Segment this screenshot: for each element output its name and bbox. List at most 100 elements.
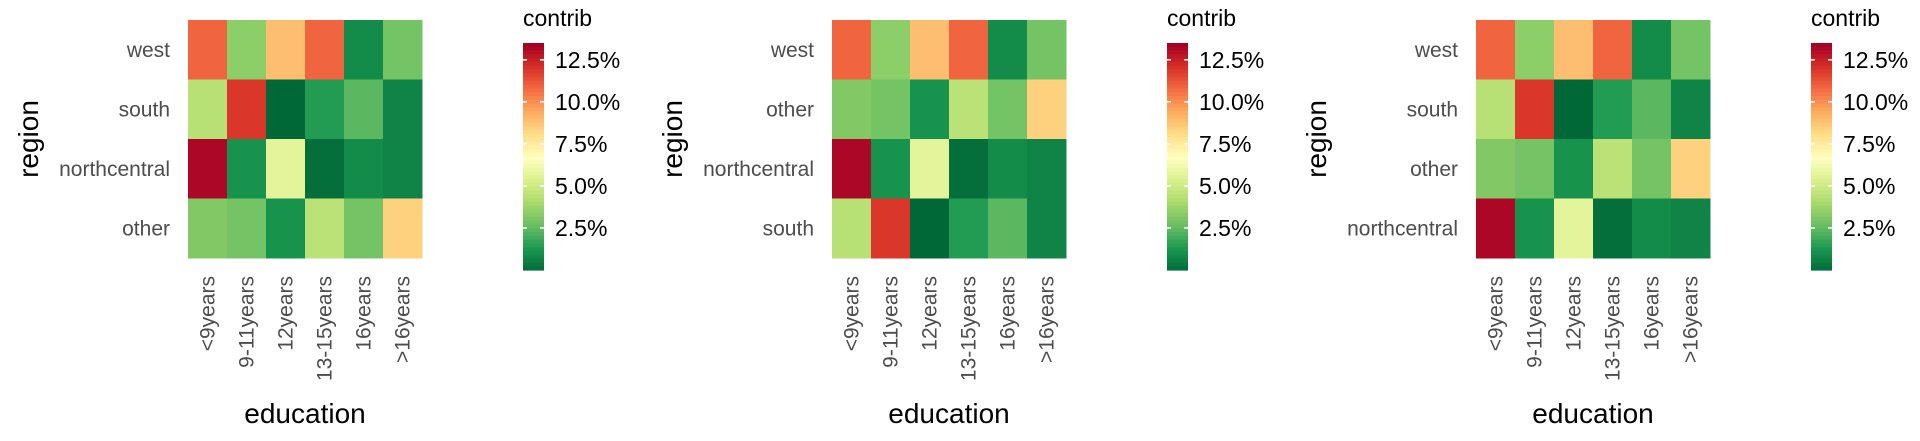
heatmap-cell xyxy=(1671,139,1711,199)
legend-colorbar-segment xyxy=(1811,84,1832,89)
legend-colorbar-segment xyxy=(523,126,544,131)
legend-colorbar-segment xyxy=(1167,160,1188,165)
heatmap-cell xyxy=(305,20,345,80)
legend-colorbar-segment xyxy=(1811,126,1832,131)
heatmap-cell xyxy=(1515,79,1555,140)
heatmap-cell xyxy=(305,198,345,259)
legend-colorbar-segment xyxy=(1167,220,1188,226)
legend-colorbar-segment xyxy=(1811,80,1832,86)
x-tick-label: 9-11years xyxy=(1524,276,1547,368)
heatmap-cell xyxy=(1632,79,1672,140)
legend-colorbar-segment xyxy=(1811,46,1832,52)
legend-colorbar-segment xyxy=(1167,114,1188,120)
legend-colorbar-segment xyxy=(1167,107,1188,112)
legend-colorbar-segment xyxy=(1811,235,1832,241)
heatmap-cell xyxy=(1632,20,1672,80)
x-tick-label: <9years xyxy=(197,276,220,351)
legend-colorbar-segment xyxy=(1167,95,1188,101)
legend-colorbar-segment xyxy=(523,114,544,120)
legend-colorbar-segment xyxy=(523,209,544,214)
legend-colorbar-segment xyxy=(523,103,544,108)
x-tick-label: 13-15years xyxy=(314,276,337,381)
legend-colorbar-segment xyxy=(1811,118,1832,124)
heatmap-cell xyxy=(1476,79,1516,140)
legend-colorbar-segment xyxy=(1811,190,1832,195)
legend-tick-label: 12.5% xyxy=(1843,47,1908,73)
y-tick-label: west xyxy=(1414,39,1458,62)
heatmap-cell xyxy=(1554,198,1594,259)
legend-colorbar-segment xyxy=(1811,220,1832,226)
x-tick-label: 9-11years xyxy=(236,276,259,368)
heatmap-cell xyxy=(266,198,306,259)
heatmap-cell xyxy=(188,20,228,80)
legend-colorbar-segment xyxy=(1811,175,1832,180)
heatmap-cell xyxy=(344,20,384,80)
legend-colorbar-segment xyxy=(1167,243,1188,248)
y-tick-label: northcentral xyxy=(703,158,814,181)
heatmap-cell xyxy=(188,139,228,199)
y-tick-label: other xyxy=(1410,158,1458,181)
heatmap-cell xyxy=(949,139,989,199)
legend-colorbar-segment xyxy=(1167,137,1188,142)
legend-colorbar-segment xyxy=(1167,69,1188,74)
heatmap-cell xyxy=(227,198,267,259)
heatmap-cell xyxy=(383,79,423,140)
legend-colorbar-segment xyxy=(1167,148,1188,154)
legend-colorbar-segment xyxy=(523,88,544,93)
legend-colorbar-segment xyxy=(523,179,544,184)
heatmap-cell xyxy=(266,139,306,199)
legend-colorbar-segment xyxy=(1811,58,1832,63)
legend-colorbar-segment xyxy=(1167,80,1188,86)
heatmap-cell xyxy=(832,139,872,199)
legend-colorbar-segment xyxy=(1811,130,1832,135)
legend-colorbar-segment xyxy=(523,43,544,48)
legend-title: contrib xyxy=(523,5,592,31)
legend-colorbar-segment xyxy=(1167,43,1188,48)
heatmap-cell xyxy=(988,79,1028,140)
x-tick-label: 12years xyxy=(1563,276,1586,351)
heatmap-cell xyxy=(1671,198,1711,259)
legend-colorbar-segment xyxy=(523,217,544,222)
legend-colorbar-segment xyxy=(1811,65,1832,71)
legend-colorbar-segment xyxy=(1811,179,1832,184)
legend-colorbar-segment xyxy=(523,137,544,142)
x-tick-label: <9years xyxy=(841,276,864,351)
legend-colorbar-segment xyxy=(1811,182,1832,188)
heatmap-cell xyxy=(949,79,989,140)
legend-colorbar-segment xyxy=(1811,171,1832,177)
legend-colorbar-segment xyxy=(1811,198,1832,203)
legend-colorbar-segment xyxy=(1167,171,1188,177)
legend-colorbar-segment xyxy=(523,228,544,233)
legend-colorbar-segment xyxy=(1167,201,1188,207)
legend-colorbar-segment xyxy=(1167,239,1188,245)
legend-colorbar-segment xyxy=(1167,61,1188,67)
y-axis-title: region xyxy=(13,100,44,178)
legend-colorbar-segment xyxy=(523,61,544,67)
legend-colorbar-segment xyxy=(1167,58,1188,63)
legend-colorbar-segment xyxy=(523,107,544,112)
heatmap-cell xyxy=(344,139,384,199)
legend-colorbar-segment xyxy=(523,198,544,203)
x-tick-label: 16years xyxy=(353,276,376,351)
heatmap-panel-3: west south other northcentral <9years 9-11yea… xyxy=(1301,5,1908,429)
legend-colorbar-segment xyxy=(1811,73,1832,78)
legend-colorbar-segment xyxy=(1167,194,1188,199)
legend-colorbar-segment xyxy=(1167,152,1188,158)
legend-colorbar-segment xyxy=(1811,61,1832,67)
legend-colorbar-segment xyxy=(1167,164,1188,169)
legend-colorbar-segment xyxy=(523,156,544,161)
legend-colorbar-segment xyxy=(523,194,544,199)
heatmap-cell xyxy=(1476,20,1516,80)
legend-colorbar-segment xyxy=(1811,186,1832,192)
legend-colorbar-segment xyxy=(1811,167,1832,173)
heatmap-cell xyxy=(383,139,423,199)
legend-colorbar-segment xyxy=(1811,224,1832,229)
heatmap-cell xyxy=(188,198,228,259)
heatmap-cell xyxy=(1515,139,1555,199)
legend-colorbar-segment xyxy=(1811,54,1832,59)
legend-colorbar-segment xyxy=(523,235,544,241)
legend-colorbar-segment xyxy=(1811,254,1832,260)
legend-colorbar-segment xyxy=(1167,130,1188,135)
legend-colorbar-segment xyxy=(1167,156,1188,161)
